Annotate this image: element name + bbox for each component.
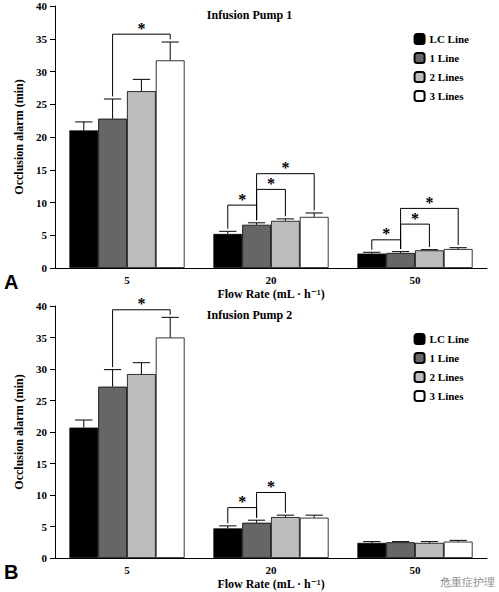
svg-text:Flow Rate (mL · h⁻¹): Flow Rate (mL · h⁻¹) xyxy=(217,287,324,301)
svg-text:Infusion Pump 1: Infusion Pump 1 xyxy=(207,8,292,22)
svg-text:10: 10 xyxy=(36,197,48,209)
svg-text:*: * xyxy=(137,295,145,312)
svg-text:*: * xyxy=(281,159,289,176)
svg-text:20: 20 xyxy=(36,131,48,143)
svg-text:*: * xyxy=(382,225,390,242)
svg-text:Flow Rate (mL · h⁻¹): Flow Rate (mL · h⁻¹) xyxy=(217,577,324,591)
svg-text:35: 35 xyxy=(36,33,48,45)
svg-text:A: A xyxy=(4,271,18,293)
svg-text:40: 40 xyxy=(36,0,48,12)
svg-text:20: 20 xyxy=(266,564,278,576)
svg-text:5: 5 xyxy=(124,274,130,286)
svg-text:15: 15 xyxy=(36,164,48,176)
svg-text:B: B xyxy=(4,561,18,583)
svg-text:*: * xyxy=(238,493,246,510)
svg-text:30: 30 xyxy=(36,66,48,78)
svg-text:3 Lines: 3 Lines xyxy=(430,90,465,102)
svg-text:LC Line: LC Line xyxy=(430,33,470,45)
svg-text:Infusion Pump 2: Infusion Pump 2 xyxy=(207,308,292,322)
svg-text:*: * xyxy=(267,478,275,495)
svg-text:0: 0 xyxy=(42,552,48,564)
svg-text:*: * xyxy=(238,191,246,208)
svg-text:25: 25 xyxy=(36,395,48,407)
svg-text:Occlusion alarm (min): Occlusion alarm (min) xyxy=(12,374,26,489)
svg-text:20: 20 xyxy=(36,426,48,438)
svg-text:50: 50 xyxy=(410,274,422,286)
svg-text:20: 20 xyxy=(266,274,278,286)
svg-text:35: 35 xyxy=(36,332,48,344)
svg-text:5: 5 xyxy=(42,521,48,533)
svg-text:40: 40 xyxy=(36,300,48,312)
svg-text:25: 25 xyxy=(36,98,48,110)
svg-text:LC Line: LC Line xyxy=(430,333,470,345)
svg-text:5: 5 xyxy=(124,564,130,576)
svg-text:30: 30 xyxy=(36,363,48,375)
svg-text:*: * xyxy=(425,194,433,211)
svg-text:10: 10 xyxy=(36,489,48,501)
svg-text:15: 15 xyxy=(36,458,48,470)
svg-text:*: * xyxy=(267,175,275,192)
svg-text:1 Line: 1 Line xyxy=(430,52,460,64)
svg-text:危重症护理: 危重症护理 xyxy=(440,576,495,589)
svg-text:3 Lines: 3 Lines xyxy=(430,390,465,402)
svg-text:*: * xyxy=(137,20,145,37)
svg-text:5: 5 xyxy=(42,229,48,241)
svg-text:1 Line: 1 Line xyxy=(430,352,460,364)
svg-text:0: 0 xyxy=(42,262,48,274)
svg-text:*: * xyxy=(411,210,419,227)
svg-text:Occlusion alarm (min): Occlusion alarm (min) xyxy=(12,79,26,194)
svg-text:2 Lines: 2 Lines xyxy=(430,71,465,83)
svg-text:50: 50 xyxy=(410,564,422,576)
svg-text:2 Lines: 2 Lines xyxy=(430,371,465,383)
